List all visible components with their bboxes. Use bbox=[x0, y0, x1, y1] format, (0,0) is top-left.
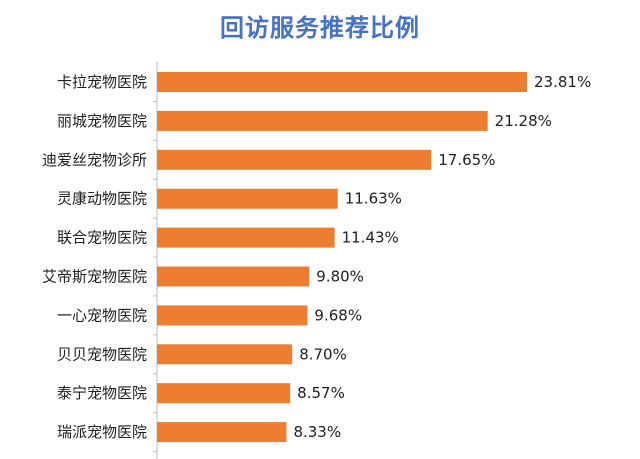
value-label: 11.43% bbox=[342, 229, 399, 247]
value-label: 17.65% bbox=[438, 151, 495, 169]
bar bbox=[157, 188, 338, 209]
bar bbox=[157, 305, 308, 326]
category-label: 联合宠物医院 bbox=[57, 229, 147, 247]
value-label: 8.70% bbox=[299, 345, 347, 363]
chart-title: 回访服务推荐比例 bbox=[220, 14, 420, 42]
category-label: 瑞派宠物医院 bbox=[57, 423, 147, 441]
category-label: 艾帝斯宠物医院 bbox=[42, 268, 147, 286]
category-label: 贝贝宠物医院 bbox=[57, 345, 147, 363]
category-label: 灵康动物医院 bbox=[57, 190, 147, 208]
value-label: 9.80% bbox=[316, 268, 364, 286]
bar bbox=[157, 149, 432, 170]
value-label: 8.33% bbox=[293, 423, 341, 441]
value-label: 8.57% bbox=[297, 384, 345, 402]
bar bbox=[157, 72, 527, 92]
bar bbox=[157, 383, 291, 404]
bar bbox=[157, 422, 287, 443]
category-label: 一心宠物医院 bbox=[57, 306, 147, 324]
bar bbox=[157, 266, 310, 287]
category-label: 丽城宠物医院 bbox=[57, 112, 147, 130]
value-label: 23.81% bbox=[534, 73, 591, 91]
category-label: 迪爱丝宠物诊所 bbox=[42, 151, 147, 169]
category-label: 泰宁宠物医院 bbox=[57, 384, 147, 402]
category-label: 卡拉宠物医院 bbox=[57, 73, 147, 91]
bar bbox=[157, 110, 488, 131]
value-label: 9.68% bbox=[314, 306, 362, 324]
value-label: 11.63% bbox=[345, 190, 402, 208]
value-label: 21.28% bbox=[495, 112, 552, 130]
bar bbox=[157, 344, 293, 365]
bar bbox=[157, 227, 335, 248]
